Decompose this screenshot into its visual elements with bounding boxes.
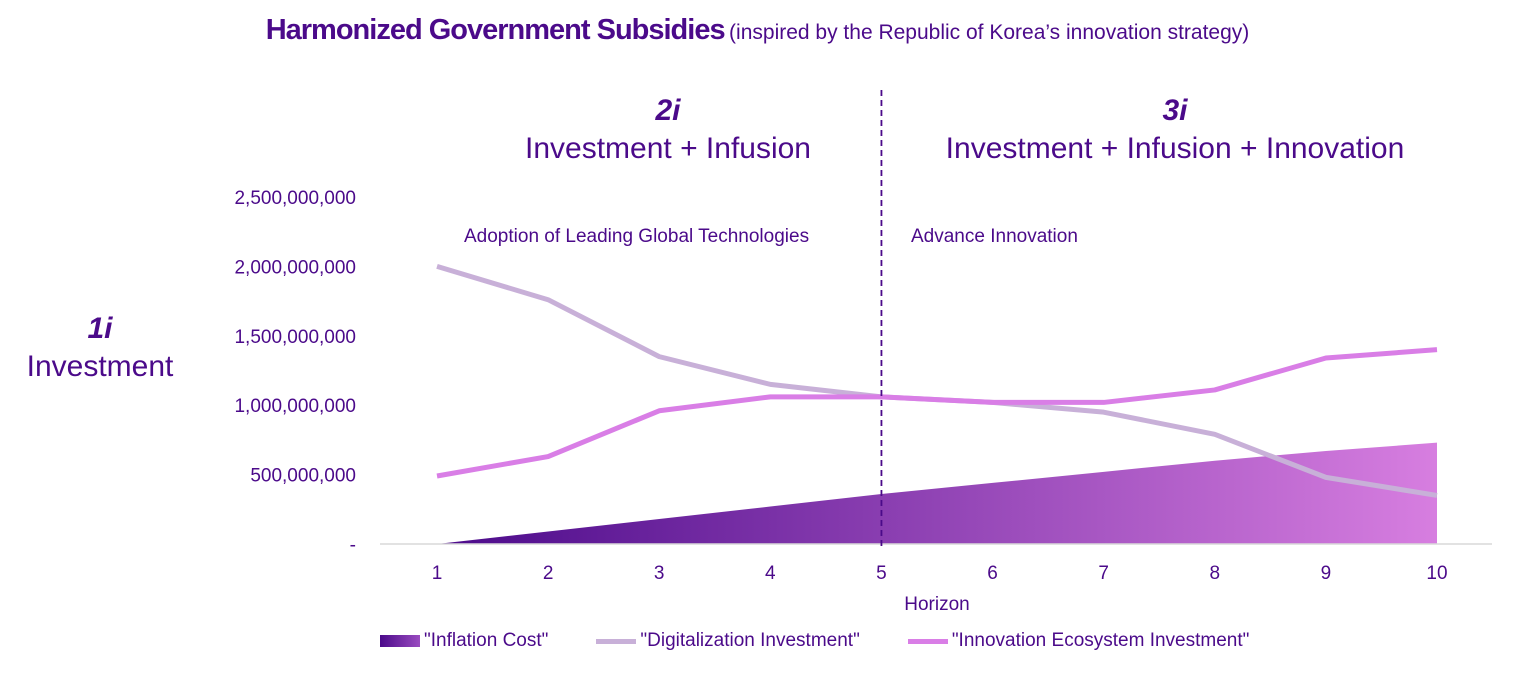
legend-item-inflation: "Inflation Cost" xyxy=(380,630,548,652)
phase-3: 3i Investment + Infusion + Innovation xyxy=(900,92,1450,168)
area-inflation-cost xyxy=(437,442,1437,544)
phase-2-text: Investment + Infusion xyxy=(525,132,811,165)
x-tick-label: 6 xyxy=(987,563,998,584)
x-tick-label: 8 xyxy=(1209,563,1220,584)
phase-3-label: 3i xyxy=(1162,94,1188,127)
x-tick-label: 7 xyxy=(1098,563,1109,584)
x-tick-label: 5 xyxy=(876,563,887,584)
y-tick-label: 2,500,000,000 xyxy=(234,188,356,209)
legend-swatch xyxy=(380,635,420,647)
title-subtitle: (inspired by the Republic of Korea’s inn… xyxy=(729,21,1250,44)
x-tick-label: 2 xyxy=(543,563,554,584)
phase-1-label: 1i xyxy=(87,312,113,345)
legend-swatch xyxy=(596,638,637,644)
legend-label: "Inflation Cost" xyxy=(424,630,549,651)
phase-1-text: Investment xyxy=(26,350,174,383)
phase-1: 1i Investment xyxy=(0,310,200,386)
y-tick-label: 1,500,000,000 xyxy=(234,327,356,348)
line-series-2 xyxy=(436,347,1438,479)
legend-item-innovation: "Innovation Ecosystem Investment" xyxy=(907,630,1250,652)
x-tick-label: 1 xyxy=(432,563,443,584)
y-tick-label: - xyxy=(350,535,356,556)
note-adoption: Adoption of Leading Global Technologies xyxy=(464,226,810,247)
phase-2-label: 2i xyxy=(655,94,681,127)
x-tick-label: 4 xyxy=(765,563,776,584)
x-axis-label: Horizon xyxy=(904,594,969,615)
legend-label: "Innovation Ecosystem Investment" xyxy=(951,630,1250,651)
note-advance: Advance Innovation xyxy=(911,226,1078,247)
chart-title: Harmonized Government Subsidies (inspire… xyxy=(0,14,1515,47)
x-tick-label: 3 xyxy=(654,563,665,584)
legend-label: "Digitalization Investment" xyxy=(640,630,860,651)
phase-3-text: Investment + Infusion + Innovation xyxy=(945,132,1405,165)
y-tick-label: 500,000,000 xyxy=(250,466,356,487)
legend: "Inflation Cost" "Digitalization Investm… xyxy=(380,630,1249,652)
title-main: Harmonized Government Subsidies xyxy=(265,14,726,46)
x-tick-label: 9 xyxy=(1321,563,1332,584)
phase-2: 2i Investment + Infusion xyxy=(468,92,868,168)
x-tick-label: 10 xyxy=(1426,563,1447,584)
legend-item-digitalization: "Digitalization Investment" xyxy=(596,630,860,652)
y-tick-label: 1,000,000,000 xyxy=(234,396,356,417)
y-tick-label: 2,000,000,000 xyxy=(234,257,356,278)
line-series-1 xyxy=(436,264,1438,498)
legend-swatch xyxy=(907,638,948,644)
